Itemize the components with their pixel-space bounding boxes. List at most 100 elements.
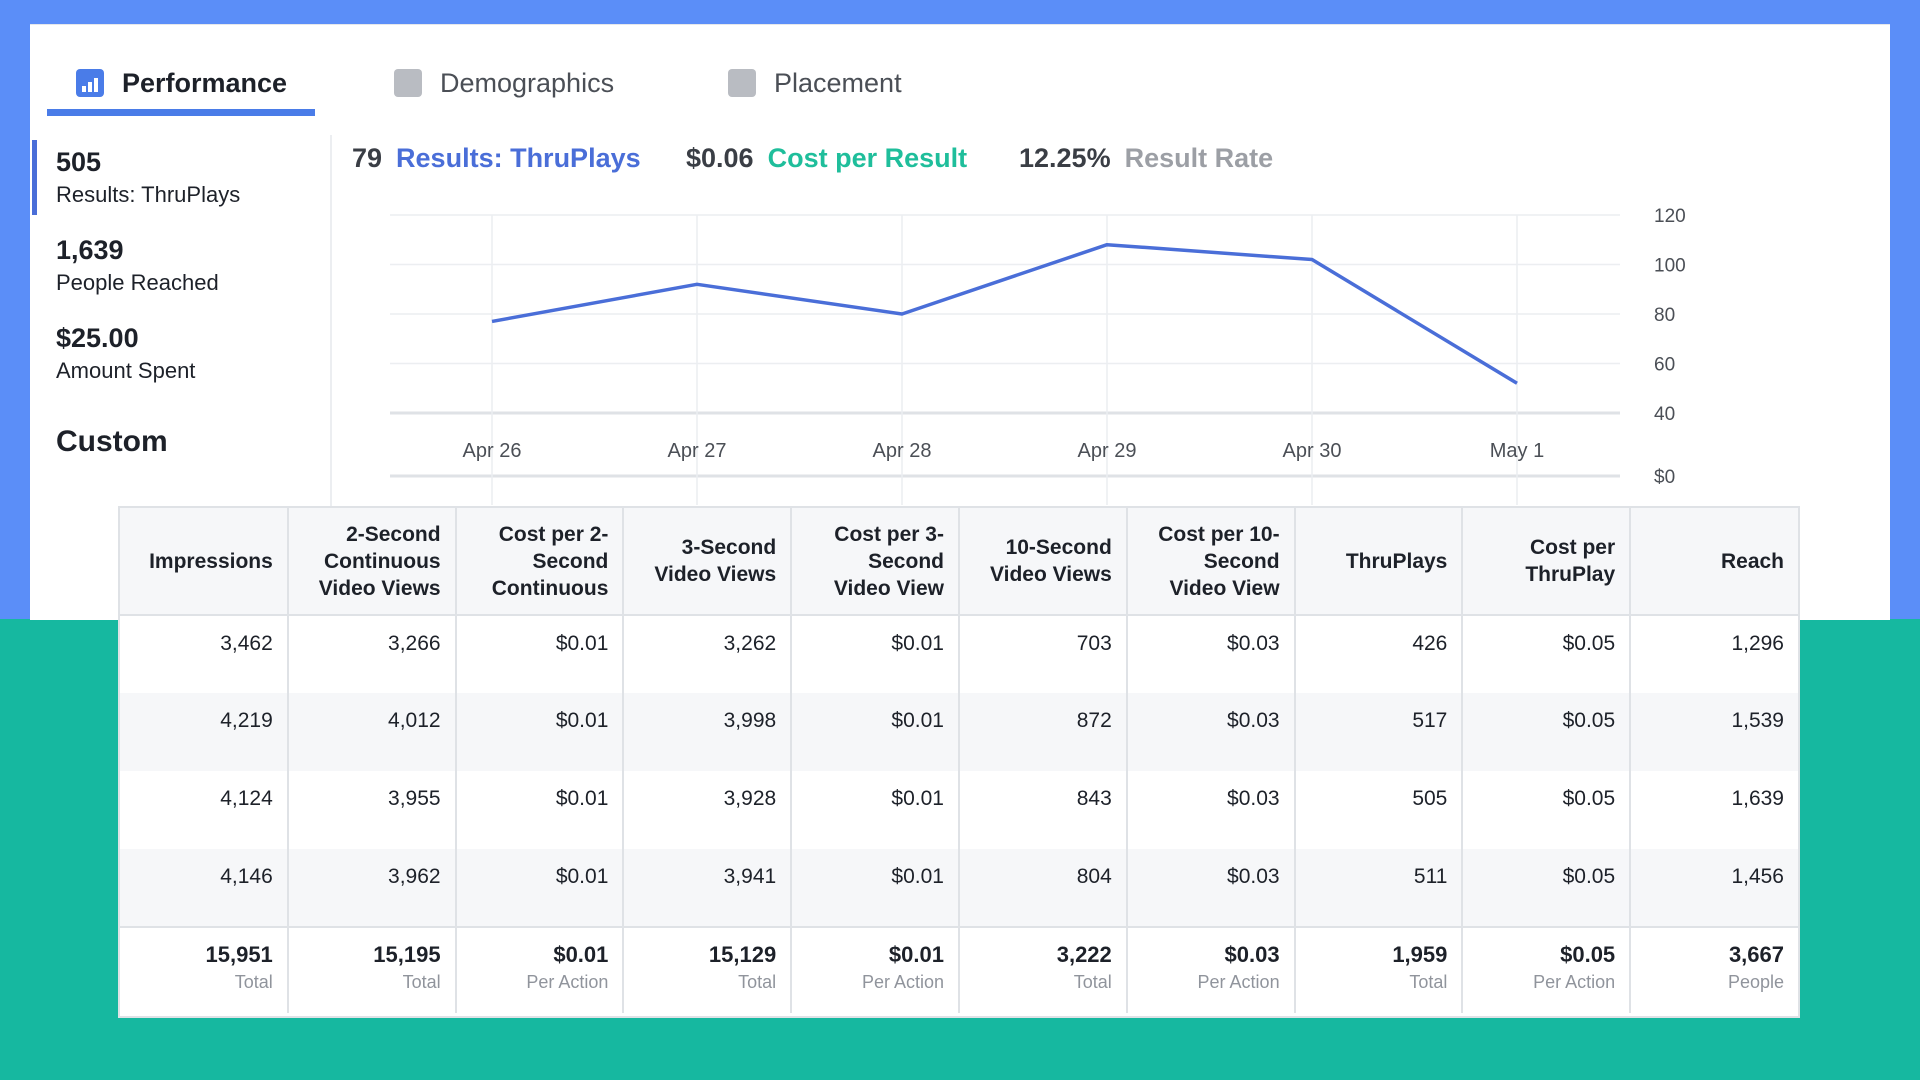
metric-spent[interactable]: $25.00 Amount Spent xyxy=(56,323,195,384)
total-cell: 15,129 Total xyxy=(623,926,793,1013)
active-tab-indicator xyxy=(47,109,315,116)
series-line xyxy=(491,242,1518,385)
table-cell: 1,456 xyxy=(1630,849,1798,927)
table-cell: $0.05 xyxy=(1462,615,1632,693)
table-cell: $0.01 xyxy=(791,615,960,693)
metric-reach[interactable]: 1,639 People Reached xyxy=(56,235,219,296)
column-header[interactable]: Cost per 10-Second Video View xyxy=(1126,508,1296,616)
column-header[interactable]: Reach xyxy=(1630,508,1798,616)
summary-results-value: 79 xyxy=(352,143,383,173)
total-value: 3,222 xyxy=(1056,942,1112,967)
y-tick-label: 40 xyxy=(1654,404,1675,425)
total-sub-label: Total xyxy=(1073,972,1112,992)
column-header[interactable]: ThruPlays xyxy=(1294,508,1464,616)
table-total-row: 15,951 Total 15,195 Total $0.01 Per Action 15,… xyxy=(120,926,1798,1013)
metrics-table: Impressions 2-Second Continuous Video Vie… xyxy=(118,506,1800,1018)
table-cell: $0.01 xyxy=(455,771,625,849)
table-cell: $0.01 xyxy=(791,849,960,927)
summary-cost-label: Cost per Result xyxy=(767,143,968,173)
table-cell: 872 xyxy=(958,693,1128,771)
total-cell: 3,222 Total xyxy=(958,926,1128,1013)
tab-placement[interactable]: Placement xyxy=(728,53,902,113)
column-header[interactable]: 3-Second Video Views xyxy=(623,508,793,616)
custom-label: Custom xyxy=(56,425,168,458)
metric-results-label: Results: ThruPlays xyxy=(56,182,241,207)
table-cell: 3,462 xyxy=(120,615,289,693)
total-value: 3,667 xyxy=(1728,942,1784,967)
table-cell: $0.03 xyxy=(1126,615,1296,693)
metric-results[interactable]: 505 Results: ThruPlays xyxy=(56,147,240,208)
total-sub-label: Per Action xyxy=(526,972,609,992)
summary-results-label: Results: ThruPlays xyxy=(396,143,641,173)
y-tick-label: 120 xyxy=(1654,206,1686,227)
table-cell: $0.05 xyxy=(1462,849,1632,927)
table-cell: 505 xyxy=(1294,771,1464,849)
total-sub-label: People xyxy=(1727,972,1784,992)
metric-spent-value: $25.00 xyxy=(56,323,139,353)
table-cell: 4,012 xyxy=(287,693,457,771)
column-header[interactable]: Cost per ThruPlay xyxy=(1462,508,1632,616)
x-tick-label: May 1 xyxy=(1490,440,1544,462)
summary-cost-value: $0.06 xyxy=(686,143,754,173)
table-cell: 703 xyxy=(958,615,1128,693)
y-tick-label: 60 xyxy=(1654,355,1675,376)
total-value: $0.01 xyxy=(553,942,609,967)
table-cell: $0.03 xyxy=(1126,849,1296,927)
table-cell: 517 xyxy=(1294,693,1464,771)
metric-spent-label: Amount Spent xyxy=(56,358,196,383)
summary-rate-value: 12.25% xyxy=(1019,143,1111,173)
total-cell: $0.03 Per Action xyxy=(1126,926,1296,1013)
table-cell: $0.01 xyxy=(455,693,625,771)
table-cell: 3,998 xyxy=(623,693,793,771)
table-cell: $0.05 xyxy=(1462,771,1632,849)
total-cell: 15,951 Total xyxy=(120,926,289,1013)
table-cell: $0.01 xyxy=(455,849,625,927)
column-header[interactable]: Cost per 3-Second Video View xyxy=(791,508,960,616)
table-cell: $0.01 xyxy=(455,615,625,693)
summary-cost: $0.06 Cost per Result xyxy=(686,143,967,174)
metrics-table-grid: Impressions 2-Second Continuous Video Vie… xyxy=(120,508,1798,1013)
tab-demographics[interactable]: Demographics xyxy=(394,53,614,113)
column-header[interactable]: 2-Second Continuous Video Views xyxy=(287,508,457,616)
table-row: 4,124 3,955 $0.01 3,928 $0.01 843 $0.03 505 $0.0… xyxy=(120,771,1798,849)
table-cell: $0.01 xyxy=(791,693,960,771)
total-sub-label: Per Action xyxy=(1197,972,1280,992)
table-cell: $0.03 xyxy=(1126,771,1296,849)
total-value: $0.05 xyxy=(1560,942,1616,967)
y-tick-label: 100 xyxy=(1654,256,1686,277)
table-cell: 4,124 xyxy=(120,771,289,849)
table-row: 3,462 3,266 $0.01 3,262 $0.01 703 $0.03 426 $0.0… xyxy=(120,615,1798,693)
table-cell: $0.03 xyxy=(1126,693,1296,771)
y-tick-label: 80 xyxy=(1654,305,1675,326)
total-sub-label: Total xyxy=(234,972,273,992)
placement-icon xyxy=(728,69,756,97)
table-cell: 3,262 xyxy=(623,615,793,693)
table-cell: 3,962 xyxy=(287,849,457,927)
x-tick-label: Apr 30 xyxy=(1283,440,1342,462)
table-cell: 3,928 xyxy=(623,771,793,849)
total-cell: 3,667 People xyxy=(1630,926,1798,1013)
total-sub-label: Per Action xyxy=(861,972,944,992)
table-cell: 3,266 xyxy=(287,615,457,693)
table-cell: 1,639 xyxy=(1731,787,1784,810)
table-cell: 4,219 xyxy=(120,693,289,771)
total-value: $0.01 xyxy=(888,942,944,967)
table-cell: $0.01 xyxy=(791,771,960,849)
table-cell: $0.05 xyxy=(1462,693,1632,771)
total-sub-label: Per Action xyxy=(1533,972,1616,992)
column-header[interactable]: 10-Second Video Views xyxy=(958,508,1128,616)
y-tick-label-spend: $0 xyxy=(1654,467,1675,488)
table-row: 4,146 3,962 $0.01 3,941 $0.01 804 $0.03 511 $0.0… xyxy=(120,849,1798,927)
column-header[interactable]: Cost per 2-Second Continuous xyxy=(455,508,625,616)
table-cell: 1,539 xyxy=(1630,693,1798,771)
total-cell: 1,959 Total xyxy=(1294,926,1464,1013)
tab-performance-label: Performance xyxy=(122,67,288,98)
table-cell: 4,146 xyxy=(120,849,289,927)
metrics-sidebar xyxy=(30,135,332,620)
metric-reach-label: People Reached xyxy=(56,270,219,295)
metric-reach-value: 1,639 xyxy=(56,235,124,265)
tab-demographics-label: Demographics xyxy=(440,67,615,98)
tab-performance[interactable]: Performance xyxy=(76,53,287,113)
column-header[interactable]: Impressions xyxy=(120,508,289,616)
table-cell: 3,955 xyxy=(287,771,457,849)
